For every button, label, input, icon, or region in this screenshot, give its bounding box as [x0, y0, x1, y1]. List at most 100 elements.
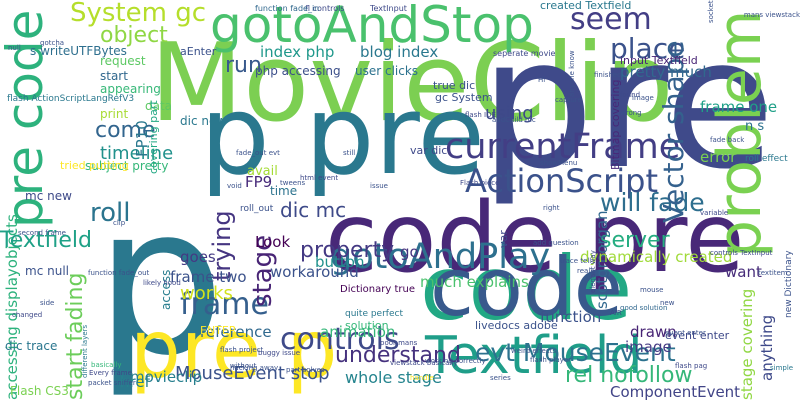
- word-cloud-term: ENTER: [200, 324, 237, 337]
- word-cloud-term: flash ActionScriptLangRefV3: [7, 94, 135, 104]
- word-cloud-term: add question: [533, 239, 579, 247]
- word-cloud-term: hacking away: [230, 364, 279, 372]
- word-cloud-term: working correctly: [425, 357, 486, 365]
- word-cloud-term: Textfield: [425, 326, 643, 386]
- word-cloud-term: viewstack basically: [390, 359, 458, 367]
- word-cloud-term: much explains: [420, 273, 529, 291]
- word-cloud-term: simple: [770, 364, 794, 372]
- word-cloud-term: want: [725, 263, 762, 281]
- word-cloud-term: php accessing: [255, 64, 341, 78]
- word-cloud-term: basically: [91, 361, 122, 369]
- word-cloud-term: solution: [345, 319, 389, 332]
- word-cloud-term: changed: [12, 311, 43, 319]
- word-cloud-term: good solution: [620, 304, 668, 312]
- word-cloud-term: null: [8, 44, 21, 52]
- word-cloud-term: found: [620, 91, 641, 99]
- word-cloud-term: error: [700, 148, 737, 166]
- word-cloud-term: tweens: [280, 179, 306, 187]
- word-cloud-term: code: [420, 237, 633, 340]
- word-cloud-term: Textfield: [0, 228, 92, 253]
- word-cloud-term: avail: [247, 164, 278, 179]
- word-cloud-term: goes: [180, 248, 216, 266]
- word-cloud-term: come: [95, 118, 156, 143]
- word-cloud-term: weird effects: [511, 347, 557, 355]
- word-cloud-term: Hi: [538, 76, 546, 84]
- word-cloud-term: flash project: [220, 346, 264, 354]
- word-cloud-term: movieclip: [130, 368, 203, 386]
- word-cloud-term: timeline: [100, 143, 174, 164]
- word-cloud-term: flash player: [530, 356, 572, 364]
- word-cloud-term: blog index: [360, 43, 439, 61]
- word-cloud-term: capture: [555, 96, 582, 104]
- word-cloud-term: ComponentEvent: [610, 383, 741, 400]
- word-cloud-term: code pre: [325, 182, 745, 294]
- word-cloud-term: without: [230, 362, 257, 370]
- word-cloud-term: right: [543, 204, 560, 212]
- word-cloud-term: p pre: [200, 71, 486, 199]
- word-cloud-term: dic trace: [5, 339, 58, 353]
- word-cloud-term: AIR: [610, 309, 622, 317]
- word-cloud-term: using: [485, 103, 534, 124]
- word-cloud-term: new Dictionary: [784, 250, 794, 318]
- word-cloud-term: works: [180, 283, 233, 304]
- word-cloud-term: gc System: [435, 91, 493, 104]
- word-cloud-term: likely hood: [143, 279, 181, 287]
- word-cloud-term: index php: [260, 43, 335, 61]
- word-cloud-term: socket: [707, 0, 715, 23]
- word-cloud-term: function fade_out: [88, 269, 150, 277]
- word-cloud-term: function: [540, 308, 602, 326]
- word-cloud-term: image: [625, 338, 672, 356]
- word-cloud-term: data: [145, 99, 173, 113]
- word-cloud-term: anyone know: [568, 50, 576, 97]
- word-cloud-term: still: [343, 149, 356, 157]
- word-cloud-term: dic mc: [280, 198, 347, 222]
- word-cloud-term: wrong: [620, 109, 642, 117]
- word-cloud-term: livedocs adobe: [475, 319, 558, 332]
- word-cloud-term: controls: [280, 322, 400, 357]
- word-cloud-term: frame: [180, 287, 269, 322]
- word-cloud-term: s writeUTFBytes: [30, 44, 127, 58]
- word-cloud-term: Look: [255, 233, 291, 251]
- word-cloud-term: mc null: [25, 264, 69, 278]
- word-cloud-term: request: [100, 54, 146, 68]
- word-cloud-term: packet sniffer: [88, 379, 136, 387]
- word-cloud-term: MouseEvent stop: [175, 363, 330, 384]
- word-cloud-term: will fade: [600, 188, 705, 217]
- word-cloud-term: appearing: [100, 82, 161, 96]
- word-cloud-term: series: [490, 374, 511, 382]
- word-cloud-term: rel nofollow: [565, 363, 693, 388]
- word-cloud-term: Dictionary true: [340, 284, 415, 295]
- word-cloud-term: new: [660, 299, 675, 307]
- word-cloud-term: start: [100, 69, 128, 83]
- word-cloud-term: flash pag: [675, 362, 708, 370]
- word-cloud-term: addChild mc: [492, 116, 536, 124]
- word-cloud-term: gotoAndStop: [210, 0, 534, 54]
- word-cloud-term: pretty much: [620, 63, 712, 81]
- word-cloud-term: showMenu: [540, 159, 578, 167]
- word-cloud-term: object: [100, 23, 168, 48]
- word-cloud-term: mc new: [25, 189, 72, 203]
- word-cloud-term: textitem: [758, 269, 788, 277]
- word-cloud-term: TextInput: [370, 4, 407, 13]
- word-cloud-term: event enter: [665, 329, 706, 337]
- word-cloud-term: true dic: [433, 79, 476, 92]
- word-cloud-term: fade_out evt: [236, 149, 280, 157]
- word-cloud-term: button: [315, 253, 365, 271]
- word-cloud-term: poor mans: [380, 339, 418, 347]
- word-cloud-term: MovieClip: [150, 21, 674, 146]
- word-cloud-term: pre p: [130, 303, 338, 396]
- word-cloud-term: event enter: [665, 329, 730, 342]
- word-cloud-term: p: [95, 163, 226, 400]
- word-cloud-term: user clicks: [355, 64, 419, 78]
- word-cloud-term: place: [610, 32, 686, 65]
- word-cloud-term: fade back: [710, 136, 745, 144]
- word-cloud-term: seem: [570, 2, 652, 37]
- word-cloud-term: evt MouseEvent: [475, 338, 676, 367]
- word-cloud-term: access: [159, 269, 173, 310]
- word-cloud-term: aEnter: [180, 45, 217, 58]
- word-cloud-term: side: [40, 299, 55, 307]
- word-cloud-term: href: [120, 373, 150, 391]
- word-cloud-term: animation: [320, 323, 396, 341]
- word-cloud-term: System gc: [70, 0, 207, 28]
- word-cloud-term: dic new: [180, 114, 227, 128]
